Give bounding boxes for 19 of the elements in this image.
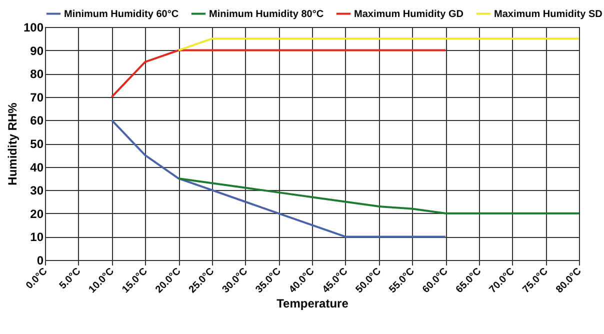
y-tick-label: 50	[30, 137, 44, 151]
y-tick-label: 20	[30, 206, 44, 221]
y-tick-label: 30	[30, 184, 44, 198]
y-tick-label: 0	[36, 254, 44, 268]
legend-label: Minimum Humidity 60°C	[64, 8, 179, 20]
line-series	[178, 177, 580, 214]
y-tick-label: 100	[23, 20, 44, 34]
x-axis-title: Temperature	[276, 296, 349, 311]
y-axis-title: Humidity RH%	[5, 102, 20, 186]
y-tick-label: 10	[30, 230, 44, 244]
y-tick-label: 70	[30, 90, 44, 104]
y-tick-label: 40	[30, 160, 44, 174]
legend-label: Maximum Humidity SD	[494, 8, 602, 20]
legend-label: Maximum Humidity GD	[354, 8, 464, 20]
y-tick-label: 80	[30, 67, 44, 82]
legend-label: Minimum Humidity 80°C	[209, 8, 324, 20]
line-series	[110, 119, 446, 238]
y-tick-label: 60	[30, 114, 44, 128]
y-tick-label: 90	[30, 44, 44, 58]
